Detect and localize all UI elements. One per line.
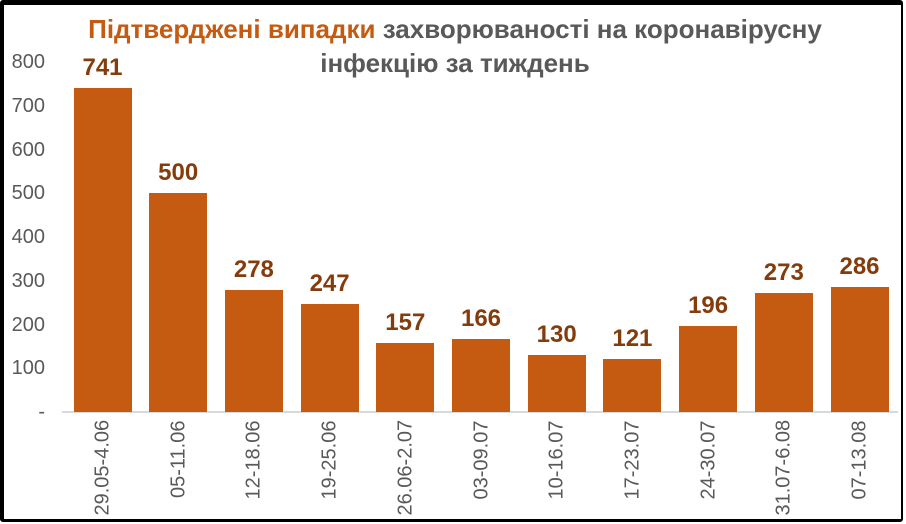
- y-axis-tick-label: 400: [11, 226, 45, 248]
- x-axis-label: 17-23.07: [621, 420, 644, 499]
- x-axis-label: 05-11.06: [167, 420, 190, 498]
- y-axis-tick-label: 300: [11, 269, 45, 292]
- x-axis-line: [62, 411, 898, 413]
- x-axis-label: 10-16.07: [545, 420, 568, 499]
- bar-value-label: 500: [158, 159, 199, 187]
- bar-value-label: 278: [233, 256, 274, 284]
- bar-value-label: 247: [309, 269, 350, 297]
- bar: [754, 292, 813, 412]
- y-axis-tick-label: 500: [11, 182, 45, 205]
- bar-value-label: 166: [460, 305, 502, 333]
- x-axis-label: 31.07-6.08: [772, 419, 795, 515]
- bar: [376, 343, 435, 412]
- bar: [452, 339, 510, 412]
- bar: [224, 290, 283, 412]
- bar-value-label: 273: [763, 258, 804, 286]
- bar: [73, 87, 132, 412]
- x-axis-label: 29.05-4.06: [91, 419, 114, 515]
- bar-value-label: 130: [536, 321, 577, 349]
- y-axis-tick-label: -: [38, 401, 45, 423]
- y-axis-tick-label: 700: [11, 94, 45, 117]
- bar: [679, 326, 738, 412]
- bar-value-label: 121: [612, 325, 653, 353]
- chart-title: Підтверджені випадки захворюваності на к…: [60, 12, 850, 80]
- chart-title-highlight: Підтверджені випадки: [88, 14, 376, 44]
- bar-value-label: 286: [839, 252, 880, 280]
- bar-value-label: 741: [82, 53, 123, 81]
- y-axis-tick-label: 800: [11, 51, 45, 73]
- bar-value-label: 196: [688, 292, 729, 320]
- x-axis-label: 26.06-2.07: [394, 419, 417, 515]
- bar: [300, 303, 359, 412]
- y-axis-tick-label: 600: [11, 138, 45, 161]
- y-axis-tick-label: 200: [11, 313, 45, 336]
- bar-value-label: 157: [385, 309, 426, 337]
- x-axis-label: 24-30.07: [697, 420, 720, 499]
- bar: [149, 193, 208, 412]
- x-axis-label: 07-13.08: [848, 420, 871, 499]
- bar: [603, 359, 662, 412]
- x-axis-label: 12-18.06: [242, 420, 265, 499]
- bar: [830, 286, 889, 412]
- x-axis-label: 19-25.06: [318, 420, 341, 499]
- chart-title-rest: захворюваності на коронавірусну інфекцію…: [320, 14, 822, 78]
- y-axis-tick-label: 100: [11, 357, 45, 380]
- bar: [527, 355, 586, 412]
- x-axis-label: 03-09.07: [470, 420, 492, 499]
